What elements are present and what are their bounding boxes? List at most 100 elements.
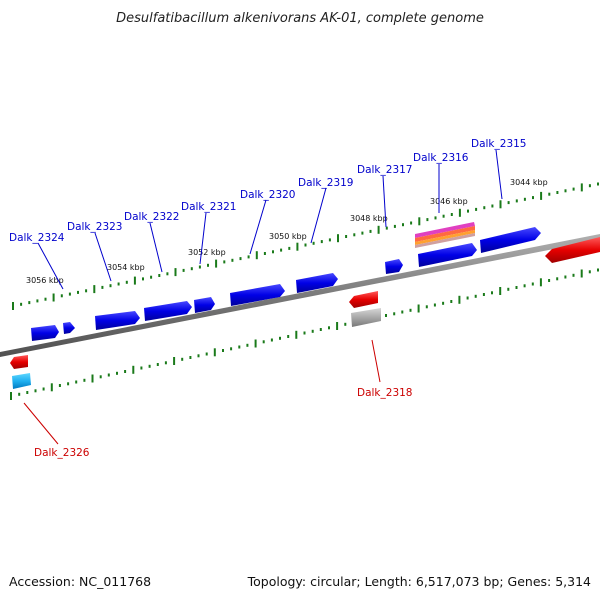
leader-line (382, 175, 387, 228)
major-tick (458, 295, 461, 304)
minor-tick (532, 196, 534, 200)
gene-arrow[interactable] (63, 322, 75, 334)
gene-arrow[interactable] (480, 227, 541, 253)
minor-tick (36, 299, 39, 303)
major-tick (539, 278, 542, 287)
major-tick (52, 293, 55, 302)
minor-tick (230, 347, 233, 351)
gene-label[interactable]: Dalk_2326 (34, 447, 90, 459)
gene-label[interactable]: Dalk_2322 (124, 211, 180, 223)
major-tick (377, 225, 380, 234)
minor-tick (280, 248, 283, 252)
major-tick (295, 330, 298, 339)
minor-tick (328, 326, 330, 330)
gene-label[interactable]: Dalk_2319 (298, 177, 354, 189)
minor-tick (117, 282, 120, 286)
reverse-strand-genes (10, 237, 600, 389)
minor-tick (288, 246, 291, 250)
gene-arrow[interactable] (545, 237, 600, 263)
gene-arrow[interactable] (31, 325, 59, 341)
minor-tick (156, 363, 159, 366)
minor-tick (124, 370, 127, 373)
minor-tick (20, 302, 23, 306)
minor-tick (482, 293, 485, 296)
minor-tick (67, 382, 70, 386)
minor-tick (26, 391, 29, 394)
minor-tick (239, 257, 242, 261)
minor-tick (18, 392, 21, 396)
rna-feature-stripe[interactable] (415, 230, 475, 245)
gene-arrow[interactable] (296, 273, 338, 293)
minor-tick (28, 301, 31, 305)
minor-tick (572, 273, 575, 277)
minor-tick (475, 207, 478, 211)
gene-arrow[interactable] (230, 284, 285, 306)
gene-arrow[interactable] (418, 243, 477, 267)
gene-arrow[interactable] (10, 355, 28, 369)
minor-tick (597, 182, 599, 186)
minor-tick (515, 286, 518, 289)
leader-line (310, 187, 327, 244)
major-tick (540, 191, 543, 200)
minor-tick (515, 199, 518, 203)
minor-tick (450, 213, 453, 216)
leader-line (23, 402, 59, 445)
major-tick (458, 208, 461, 217)
minor-tick (450, 300, 453, 303)
rna-feature-stripe[interactable] (415, 226, 475, 242)
minor-tick (223, 260, 226, 264)
gene-label[interactable]: Dalk_2323 (67, 221, 123, 233)
minor-tick (556, 277, 559, 281)
genome-backbone (0, 234, 600, 357)
minor-tick (205, 352, 208, 356)
minor-tick (77, 290, 79, 294)
minor-tick (238, 345, 241, 349)
leader-line (149, 222, 163, 273)
major-tick (499, 200, 502, 209)
minor-tick (101, 285, 104, 289)
major-tick (337, 234, 339, 243)
major-tick (255, 251, 258, 260)
major-tick (580, 183, 583, 192)
gene-arrow[interactable] (144, 301, 192, 321)
minor-tick (491, 291, 493, 295)
kbp-label: 3052 kbp (188, 248, 226, 257)
kbp-label: 3050 kbp (269, 232, 307, 241)
minor-tick (564, 275, 567, 279)
minor-tick (246, 343, 249, 347)
leader-line (94, 232, 112, 282)
gene-arrow[interactable] (349, 291, 378, 308)
gene-arrow[interactable] (194, 297, 215, 313)
kbp-label: 3048 kbp (350, 214, 388, 223)
gray-feature[interactable] (351, 308, 381, 327)
minor-tick (34, 389, 37, 393)
gene-label[interactable]: Dalk_2320 (240, 189, 296, 201)
gene-label[interactable]: Dalk_2315 (471, 138, 527, 150)
minor-tick (247, 255, 250, 259)
minor-tick (433, 303, 436, 307)
cyan-feature[interactable] (12, 373, 31, 389)
major-tick (215, 259, 218, 268)
gene-label[interactable]: Dalk_2321 (181, 201, 237, 213)
gene-labels: Dalk_2324 Dalk_2323 Dalk_2322 Dalk_2321 … (9, 138, 527, 459)
minor-tick (158, 274, 161, 277)
major-tick (50, 383, 53, 392)
gene-label[interactable]: Dalk_2318 (357, 387, 413, 399)
gene-arrow[interactable] (385, 259, 403, 274)
minor-tick (353, 233, 356, 237)
gene-label[interactable]: Dalk_2316 (413, 152, 469, 164)
minor-tick (190, 267, 193, 271)
gene-label[interactable]: Dalk_2317 (357, 164, 413, 176)
gene-arrow[interactable] (95, 311, 140, 330)
rna-feature-stripe[interactable] (415, 233, 475, 248)
minor-tick (556, 191, 559, 194)
rna-feature-stripe[interactable] (415, 222, 475, 238)
minor-tick (140, 366, 143, 370)
major-tick (499, 287, 502, 295)
gene-label[interactable]: Dalk_2324 (9, 232, 65, 244)
major-tick (174, 268, 177, 277)
minor-tick (572, 187, 575, 191)
leader-line (371, 339, 381, 383)
minor-tick (44, 297, 47, 301)
major-tick (213, 348, 216, 357)
